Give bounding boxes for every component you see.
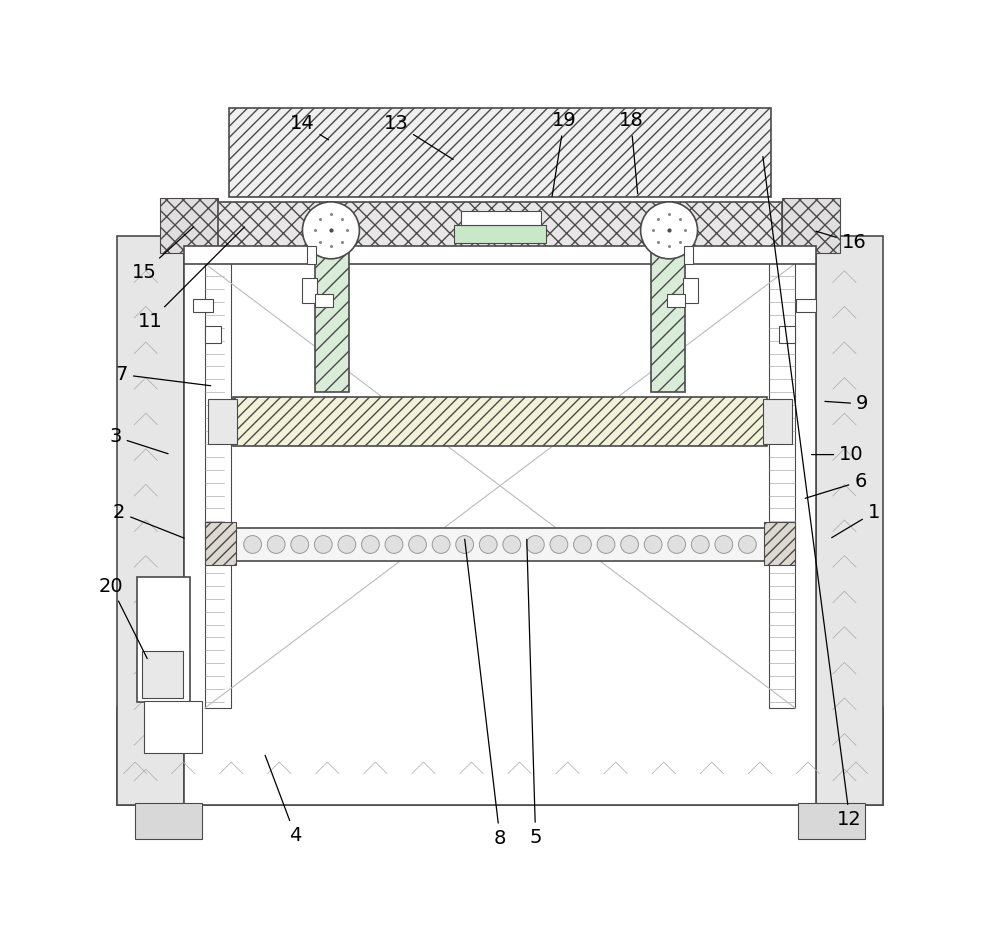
- Bar: [764, 522, 795, 565]
- Bar: [233, 397, 767, 446]
- Bar: [798, 804, 865, 839]
- Text: 14: 14: [290, 114, 329, 140]
- Circle shape: [362, 536, 379, 553]
- Text: 18: 18: [618, 111, 643, 194]
- Bar: [184, 235, 816, 806]
- Text: 10: 10: [812, 445, 864, 464]
- Circle shape: [409, 536, 426, 553]
- Text: 20: 20: [99, 577, 147, 658]
- Circle shape: [314, 536, 332, 553]
- Circle shape: [738, 536, 756, 553]
- Bar: [763, 400, 792, 444]
- Bar: [782, 198, 840, 253]
- Text: 8: 8: [465, 540, 506, 847]
- Bar: [229, 108, 771, 197]
- Text: 16: 16: [816, 231, 867, 252]
- Bar: [160, 198, 218, 253]
- Circle shape: [244, 536, 262, 553]
- Bar: [315, 294, 333, 307]
- Bar: [307, 247, 316, 264]
- Circle shape: [715, 536, 733, 553]
- Circle shape: [621, 536, 638, 553]
- Text: 19: 19: [552, 111, 576, 197]
- Text: 5: 5: [527, 540, 542, 846]
- Circle shape: [267, 536, 285, 553]
- Circle shape: [338, 536, 356, 553]
- Bar: [144, 701, 202, 753]
- Bar: [796, 298, 816, 312]
- Text: 6: 6: [805, 472, 867, 499]
- Bar: [218, 202, 782, 252]
- Bar: [117, 707, 883, 806]
- Text: 3: 3: [109, 427, 168, 453]
- Text: 9: 9: [825, 394, 868, 413]
- Text: 11: 11: [138, 227, 244, 331]
- Bar: [208, 400, 237, 444]
- Bar: [205, 522, 236, 565]
- Bar: [205, 325, 221, 343]
- Bar: [205, 254, 231, 708]
- Bar: [779, 325, 795, 343]
- Bar: [684, 247, 693, 264]
- Bar: [117, 235, 184, 806]
- Circle shape: [550, 536, 568, 553]
- Bar: [142, 652, 183, 697]
- Circle shape: [503, 536, 521, 553]
- Bar: [651, 241, 685, 392]
- Bar: [667, 294, 685, 307]
- Bar: [769, 254, 795, 708]
- Circle shape: [479, 536, 497, 553]
- Bar: [135, 804, 202, 839]
- Circle shape: [641, 202, 698, 259]
- Bar: [137, 578, 190, 702]
- Bar: [683, 278, 698, 303]
- Bar: [315, 241, 349, 392]
- Text: 2: 2: [113, 503, 184, 538]
- Circle shape: [668, 536, 686, 553]
- Bar: [233, 527, 767, 562]
- Text: 12: 12: [763, 157, 862, 829]
- Circle shape: [385, 536, 403, 553]
- Circle shape: [691, 536, 709, 553]
- Circle shape: [644, 536, 662, 553]
- Circle shape: [526, 536, 544, 553]
- Circle shape: [302, 202, 359, 259]
- Text: 4: 4: [265, 756, 302, 845]
- Text: 1: 1: [832, 503, 880, 538]
- Text: 7: 7: [116, 365, 211, 386]
- Circle shape: [597, 536, 615, 553]
- Bar: [454, 225, 546, 243]
- Bar: [816, 235, 883, 806]
- Bar: [193, 298, 213, 312]
- Circle shape: [456, 536, 474, 553]
- Text: 13: 13: [384, 114, 453, 159]
- Circle shape: [291, 536, 309, 553]
- Bar: [461, 210, 541, 225]
- Bar: [302, 278, 317, 303]
- Circle shape: [574, 536, 591, 553]
- Text: 15: 15: [132, 227, 194, 282]
- Circle shape: [432, 536, 450, 553]
- Bar: [184, 247, 816, 264]
